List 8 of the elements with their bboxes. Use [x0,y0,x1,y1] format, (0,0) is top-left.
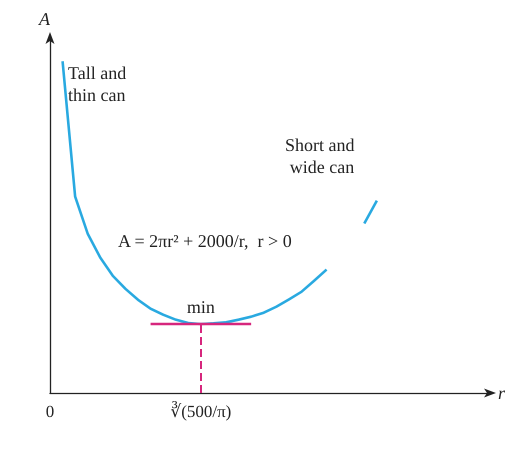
annotation: A = 2πr² + 2000/r, r > 0 [118,231,292,251]
y-axis-title: A [38,9,51,29]
x-axis-title: r [498,383,506,403]
annotation: Tall and thin can [68,63,131,105]
annotation: Short and wide can [285,135,359,177]
annotation: min [186,296,215,317]
x-tick-label: 0 [46,402,54,421]
x-tick-label: ∛(500/π) [170,401,232,421]
